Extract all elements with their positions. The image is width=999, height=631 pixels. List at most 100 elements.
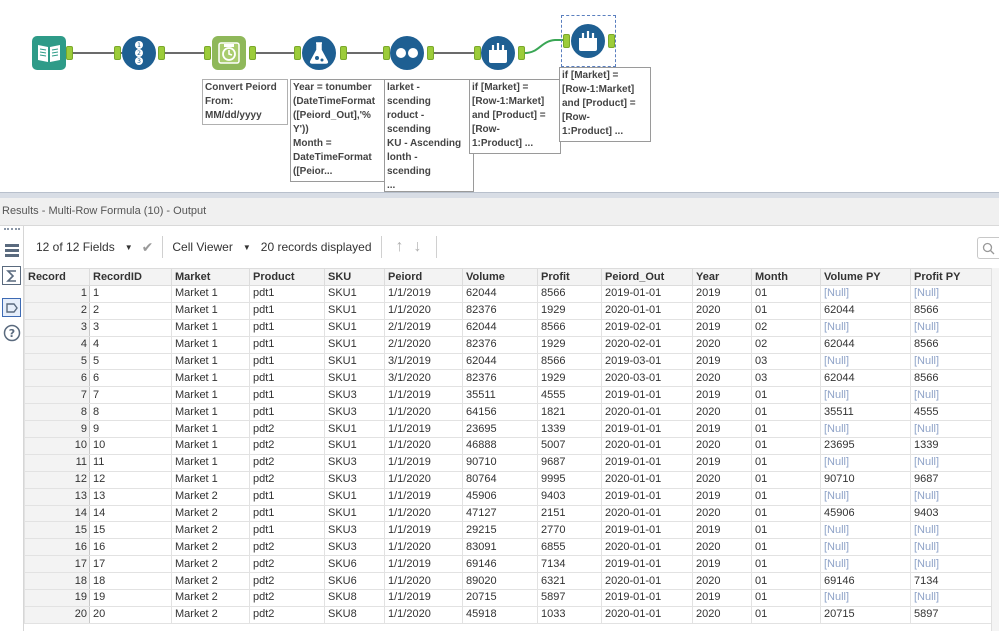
- table-cell[interactable]: 2019-03-01: [601, 352, 693, 371]
- check-icon[interactable]: ✔: [141, 238, 154, 255]
- table-cell[interactable]: 2020-03-01: [601, 369, 693, 388]
- table-cell[interactable]: 14: [89, 504, 172, 523]
- table-cell[interactable]: SKU8: [324, 605, 385, 624]
- table-cell[interactable]: 1929: [537, 301, 602, 320]
- table-cell[interactable]: [Null]: [820, 487, 911, 506]
- table-cell[interactable]: 2019-01-01: [601, 521, 693, 540]
- table-cell[interactable]: [Null]: [820, 352, 911, 371]
- table-cell[interactable]: 1/1/2020: [384, 470, 463, 489]
- table-cell[interactable]: 8566: [537, 352, 602, 371]
- table-cell[interactable]: Market 2: [171, 504, 250, 523]
- multi-row-formula-tool-selected[interactable]: [571, 24, 605, 58]
- table-cell[interactable]: pdt1: [249, 352, 325, 371]
- table-cell[interactable]: 2019: [692, 521, 752, 540]
- table-cell[interactable]: [Null]: [820, 521, 911, 540]
- table-cell[interactable]: 2020: [692, 403, 752, 422]
- output-anchor[interactable]: [340, 46, 347, 60]
- table-cell[interactable]: SKU6: [324, 572, 385, 591]
- record-number-cell[interactable]: 10: [24, 437, 90, 455]
- table-cell[interactable]: 3/1/2019: [384, 352, 463, 371]
- table-cell[interactable]: pdt1: [249, 285, 325, 303]
- table-cell[interactable]: 2020: [692, 572, 752, 591]
- table-cell[interactable]: pdt1: [249, 487, 325, 506]
- table-cell[interactable]: 1/1/2019: [384, 285, 463, 303]
- table-cell[interactable]: 9687: [910, 470, 992, 489]
- column-header[interactable]: Peiord: [384, 268, 463, 286]
- record-number-cell[interactable]: 16: [24, 538, 90, 557]
- table-cell[interactable]: 6321: [537, 572, 602, 591]
- column-header[interactable]: Peiord_Out: [601, 268, 693, 286]
- table-cell[interactable]: 9: [89, 420, 172, 439]
- table-cell[interactable]: 7134: [910, 572, 992, 591]
- table-cell[interactable]: Market 1: [171, 403, 250, 422]
- cell-viewer-dropdown[interactable]: Cell Viewer ▼: [172, 240, 250, 254]
- table-cell[interactable]: 01: [751, 285, 821, 303]
- table-cell[interactable]: 9995: [537, 470, 602, 489]
- table-cell[interactable]: Market 2: [171, 521, 250, 540]
- table-cell[interactable]: SKU6: [324, 555, 385, 574]
- table-cell[interactable]: Market 1: [171, 369, 250, 388]
- table-cell[interactable]: 9687: [537, 453, 602, 472]
- table-cell[interactable]: 64156: [462, 403, 538, 422]
- table-cell[interactable]: 4: [89, 335, 172, 354]
- table-row[interactable]: 1 1 Market 1 pdt1 SKU1 1/1/2019 62044 8566 2019-…: [24, 285, 992, 303]
- table-cell[interactable]: SKU1: [324, 437, 385, 455]
- table-cell[interactable]: 1/1/2019: [384, 453, 463, 472]
- panel-splitter[interactable]: [0, 192, 999, 198]
- record-number-cell[interactable]: 6: [24, 369, 90, 388]
- table-cell[interactable]: Market 1: [171, 285, 250, 303]
- table-cell[interactable]: 1/1/2020: [384, 605, 463, 624]
- table-cell[interactable]: 01: [751, 420, 821, 439]
- table-cell[interactable]: 2020: [692, 605, 752, 624]
- table-cell[interactable]: 01: [751, 470, 821, 489]
- record-number-cell[interactable]: 1: [24, 285, 90, 303]
- table-cell[interactable]: [Null]: [910, 589, 992, 607]
- table-cell[interactable]: SKU1: [324, 420, 385, 439]
- table-cell[interactable]: 1/1/2019: [384, 487, 463, 506]
- sort-tool[interactable]: [390, 36, 424, 70]
- table-cell[interactable]: 2020-01-01: [601, 403, 693, 422]
- table-cell[interactable]: pdt2: [249, 605, 325, 624]
- help-icon[interactable]: ?: [2, 323, 21, 342]
- results-table[interactable]: Record RecordID Market Product SKU Peiord Volu…: [24, 268, 992, 624]
- table-cell[interactable]: pdt1: [249, 318, 325, 337]
- output-anchor[interactable]: [249, 46, 256, 60]
- table-cell[interactable]: 23695: [462, 420, 538, 439]
- table-cell[interactable]: 19: [89, 589, 172, 607]
- column-header[interactable]: Market: [171, 268, 250, 286]
- arrow-up-icon[interactable]: ↑: [395, 238, 404, 255]
- table-cell[interactable]: 8: [89, 403, 172, 422]
- table-cell[interactable]: pdt1: [249, 504, 325, 523]
- record-number-cell[interactable]: 2: [24, 301, 90, 320]
- table-cell[interactable]: pdt1: [249, 301, 325, 320]
- table-cell[interactable]: 62044: [820, 369, 911, 388]
- table-cell[interactable]: 1/1/2020: [384, 538, 463, 557]
- table-cell[interactable]: 20715: [820, 605, 911, 624]
- column-header[interactable]: Month: [751, 268, 821, 286]
- table-cell[interactable]: SKU3: [324, 470, 385, 489]
- table-cell[interactable]: pdt2: [249, 572, 325, 591]
- record-number-cell[interactable]: 14: [24, 504, 90, 523]
- table-cell[interactable]: Market 1: [171, 352, 250, 371]
- table-cell[interactable]: [Null]: [910, 386, 992, 405]
- table-cell[interactable]: [Null]: [910, 453, 992, 472]
- table-row[interactable]: 19 19 Market 2 pdt2 SKU8 1/1/2019 20715 5897 201…: [24, 589, 992, 607]
- table-cell[interactable]: 2020: [692, 335, 752, 354]
- table-cell[interactable]: 35511: [462, 386, 538, 405]
- table-cell[interactable]: Market 1: [171, 335, 250, 354]
- table-cell[interactable]: 45906: [820, 504, 911, 523]
- table-cell[interactable]: SKU3: [324, 386, 385, 405]
- table-cell[interactable]: 2020-02-01: [601, 335, 693, 354]
- table-cell[interactable]: 45918: [462, 605, 538, 624]
- table-cell[interactable]: 2019-01-01: [601, 487, 693, 506]
- table-cell[interactable]: 45906: [462, 487, 538, 506]
- table-cell[interactable]: 9403: [537, 487, 602, 506]
- table-cell[interactable]: [Null]: [910, 352, 992, 371]
- input-anchor[interactable]: [383, 46, 390, 60]
- column-header[interactable]: Year: [692, 268, 752, 286]
- table-cell[interactable]: 17: [89, 555, 172, 574]
- table-cell[interactable]: 89020: [462, 572, 538, 591]
- table-cell[interactable]: 2019: [692, 352, 752, 371]
- table-cell[interactable]: SKU1: [324, 504, 385, 523]
- table-cell[interactable]: 2019: [692, 487, 752, 506]
